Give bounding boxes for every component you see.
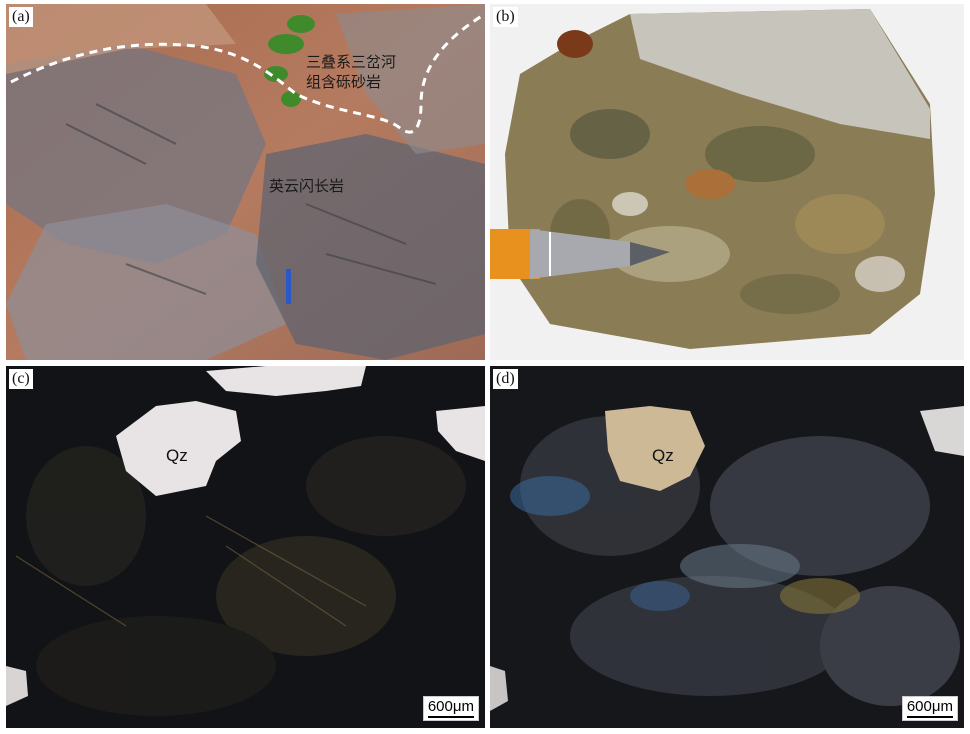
panel-a-label: (a) [9,7,33,27]
thin-section-ppl-image [6,366,485,728]
panel-c-label: (c) [9,369,33,389]
scale-bar-c-text: 600μm [427,698,474,715]
scale-bar-d: 600μm [901,696,958,721]
specimen-image [490,4,964,360]
thin-section-xpl-image [490,366,964,728]
scale-bar-d-line [906,716,953,718]
scale-bar-d-text: 600μm [906,698,953,715]
panel-c-thin-section-ppl: (c) Qz 600μm [6,366,485,728]
tonalite-label: 英云闪长岩 [269,177,345,195]
panel-d-label: (d) [493,369,518,389]
panel-d-thin-section-xpl: (d) Qz 600μm [490,366,964,728]
scale-bar-c-line [427,716,474,718]
triassic-label-line1: 三叠系三岔河 [306,53,397,71]
triassic-sandstone-label: 三叠系三岔河 组含砾砂岩 [306,52,396,92]
panel-a-outcrop-photo: (a) 三叠系三岔河 组含砾砂岩 英云闪长岩 [6,4,485,360]
panel-b-label: (b) [493,7,518,27]
scale-bar-c: 600μm [422,696,479,721]
triassic-label-line2: 组含砾砂岩 [306,73,382,91]
quartz-label-d: Qz [652,446,674,465]
quartz-label-c: Qz [166,446,188,465]
panel-b-hand-specimen: (b) [490,4,964,360]
outcrop-image [6,4,485,360]
